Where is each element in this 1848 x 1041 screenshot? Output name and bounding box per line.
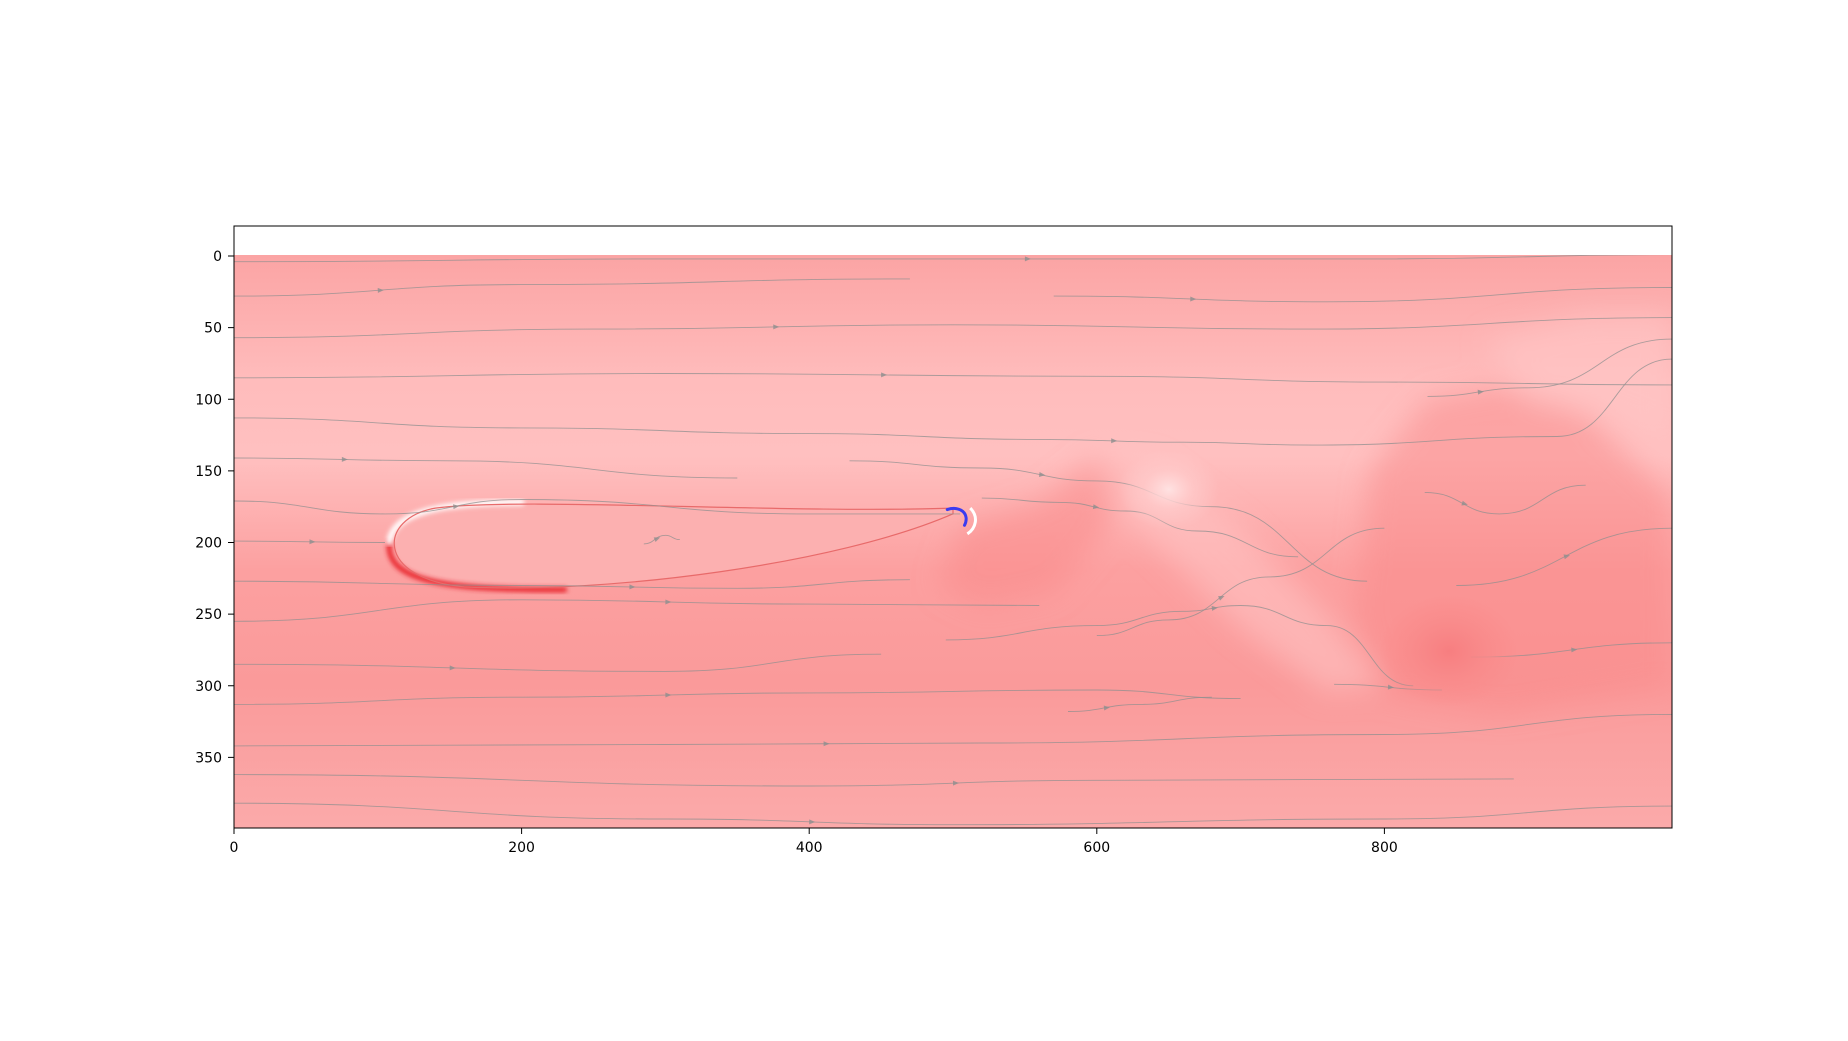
y-tick-label: 200 xyxy=(195,536,222,552)
streamline xyxy=(234,599,1040,622)
vortex-core xyxy=(1379,595,1520,708)
x-tick-label: 400 xyxy=(796,840,823,856)
streamline-arrow xyxy=(629,584,636,590)
streamline-arrow xyxy=(665,599,672,605)
streamline-arrow xyxy=(1563,554,1570,560)
body-interior xyxy=(394,504,953,588)
streamline xyxy=(234,499,961,515)
streamline-arrow xyxy=(1387,684,1394,690)
vortex-core xyxy=(1118,449,1219,530)
streamline-arrow xyxy=(1039,471,1046,477)
y-tick-label: 50 xyxy=(204,321,222,337)
streamline-arrow xyxy=(449,665,456,671)
streamline xyxy=(1096,527,1385,637)
streamline xyxy=(234,317,1672,339)
top-blank-band xyxy=(234,226,1672,255)
y-tick-label: 300 xyxy=(195,679,222,695)
x-axis: 0 200 400 600 800 xyxy=(230,828,1398,856)
x-tick-label: 200 xyxy=(508,840,535,856)
x-tick-label: 800 xyxy=(1371,840,1398,856)
body-tip-negative xyxy=(945,507,968,527)
streamline-arrow xyxy=(1461,500,1468,506)
y-tick-label: 100 xyxy=(195,392,222,408)
streamline-arrow xyxy=(1571,647,1578,653)
streamline xyxy=(945,605,1414,687)
x-tick-label: 600 xyxy=(1083,840,1110,856)
heatmap-field xyxy=(234,255,1672,828)
streamline xyxy=(234,457,738,479)
streamline-arrow xyxy=(881,372,888,378)
streamline xyxy=(234,579,910,589)
y-tick-label: 0 xyxy=(213,249,222,265)
streamline xyxy=(1427,338,1672,397)
streamline xyxy=(643,534,680,545)
streamline xyxy=(234,713,1672,747)
streamline xyxy=(234,653,882,672)
streamline xyxy=(1053,287,1672,303)
streamline xyxy=(1067,696,1212,712)
streamline xyxy=(234,358,1672,446)
streamline-arrow xyxy=(377,287,384,293)
plot-frame xyxy=(233,225,1673,829)
streamline-arrow xyxy=(1190,296,1197,302)
streamlines xyxy=(234,255,1672,826)
y-tick-label: 350 xyxy=(195,750,222,766)
streamline xyxy=(234,689,1241,705)
streamline-arrow xyxy=(1211,605,1218,611)
streamline-arrow xyxy=(1103,705,1110,711)
body-tip-highlight xyxy=(966,507,977,536)
streamline xyxy=(234,373,1672,386)
wake-band xyxy=(938,456,1133,607)
body-outline xyxy=(393,503,954,589)
streamline-arrow xyxy=(653,537,661,542)
streamline-arrow xyxy=(952,780,959,786)
streamline xyxy=(234,774,1514,787)
streamline xyxy=(234,278,910,297)
y-tick-label: 250 xyxy=(195,607,222,623)
streamline-arrow xyxy=(665,692,672,698)
streamline xyxy=(1424,484,1586,515)
streamline-arrow xyxy=(773,324,780,330)
streamline-arrow xyxy=(1218,596,1225,601)
streamline-arrow xyxy=(1477,389,1484,395)
x-tick-label: 0 xyxy=(230,840,239,856)
streamline xyxy=(849,460,1368,582)
streamline-arrow xyxy=(1092,504,1100,510)
streamline xyxy=(234,255,1672,263)
wake-band xyxy=(1485,313,1672,443)
streamline xyxy=(234,802,1672,826)
streamline-arrow xyxy=(1111,438,1118,444)
streamline-arrow xyxy=(341,456,348,462)
streamline-arrow xyxy=(453,504,460,510)
y-tick-label: 150 xyxy=(195,464,222,480)
streamline-arrow xyxy=(823,741,830,747)
streamline-arrow xyxy=(1024,256,1031,262)
streamline-arrow xyxy=(309,539,316,545)
body-shape xyxy=(386,499,977,593)
streamline-arrow xyxy=(809,819,816,825)
y-axis: 0 50 100 150 200 250 300 350 xyxy=(195,249,234,766)
